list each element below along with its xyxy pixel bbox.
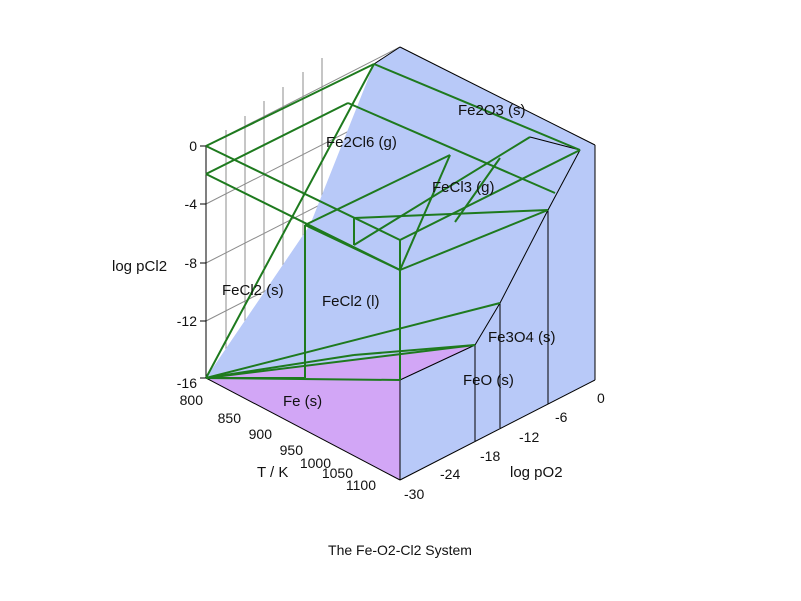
phase-label-fe3o4: Fe3O4 (s)	[488, 329, 556, 346]
pcl2-tick: -16	[177, 375, 197, 391]
pcl2-tick: -4	[185, 196, 198, 212]
phase-label-fe: Fe (s)	[283, 393, 322, 410]
temperature-tick: 850	[218, 410, 242, 426]
phase-label-fe2cl6: Fe2Cl6 (g)	[326, 134, 397, 151]
po2-tick: -6	[555, 409, 568, 425]
pcl2-tick: -12	[177, 313, 197, 329]
po2-tick: -12	[519, 429, 539, 445]
phase-label-fecl2-s: FeCl2 (s)	[222, 282, 284, 299]
temperature-tick: 950	[280, 442, 304, 458]
pcl2-tick: -8	[185, 255, 198, 271]
figure-caption: The Fe-O2-Cl2 System	[328, 542, 472, 558]
temperature-tick: 1000	[300, 455, 331, 471]
po2-tick: -18	[480, 448, 500, 464]
po2-tick: -24	[440, 466, 460, 482]
frame-edges	[205, 46, 596, 481]
temperature-axis-title: T / K	[257, 464, 288, 481]
po2-tick: -30	[404, 486, 424, 502]
phase-label-fe2o3: Fe2O3 (s)	[458, 102, 526, 119]
log-po2-axis: -30 -24 -18 -12 -6 0 log pO2	[404, 390, 605, 502]
po2-axis-title: log pO2	[510, 464, 563, 481]
pcl2-axis-title: log pCl2	[112, 258, 167, 275]
log-pcl2-axis: 0 -4 -8 -12 -16 log pCl2	[112, 138, 206, 391]
pcl2-tick: 0	[189, 138, 197, 154]
phase-label-feo: FeO (s)	[463, 372, 514, 389]
phase-label-fecl2-l: FeCl2 (l)	[322, 293, 380, 310]
temperature-tick: 900	[249, 426, 273, 442]
po2-tick: 0	[597, 390, 605, 406]
temperature-tick: 1050	[322, 465, 353, 481]
phase-boundaries	[205, 63, 581, 381]
temperature-axis: 800 850 900 950 1000 1050 1100 T / K	[180, 392, 377, 493]
temperature-tick: 1100	[346, 477, 376, 493]
phase-label-fecl3: FeCl3 (g)	[432, 179, 495, 196]
temperature-tick: 800	[180, 392, 204, 408]
